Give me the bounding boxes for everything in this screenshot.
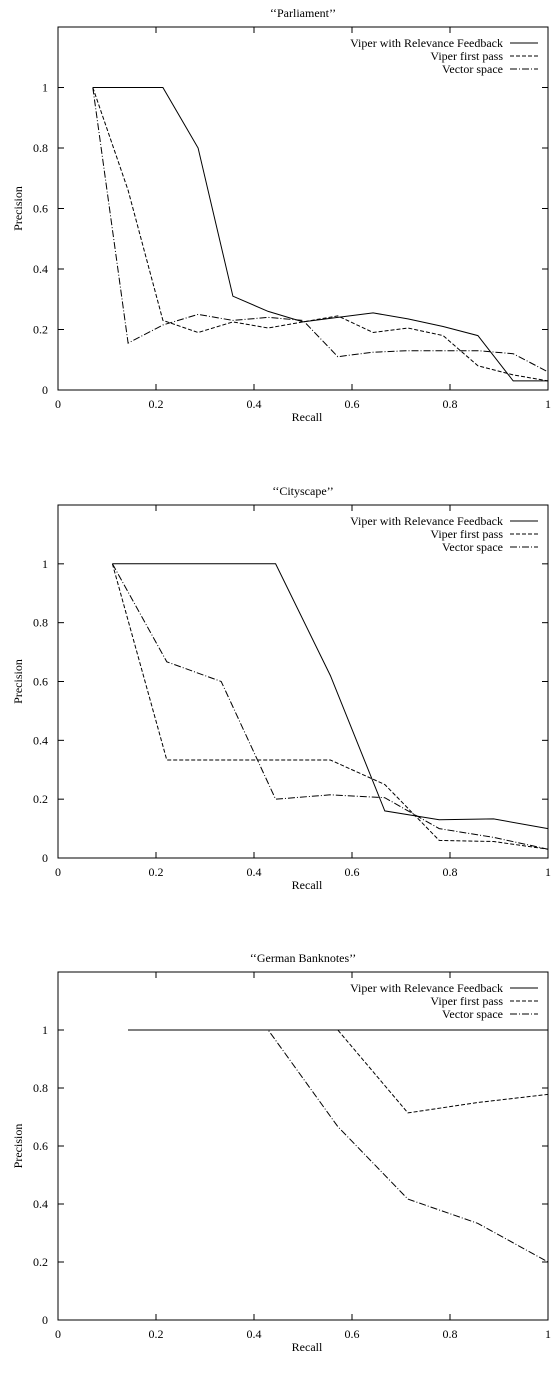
legend-label: Vector space [442,540,503,554]
series-line-dashdot [128,1029,549,1263]
series-line-dashed [111,563,549,850]
y-tick-label: 0 [42,383,48,397]
plot-frame [57,971,549,1321]
x-tick-label: 0.4 [247,865,262,879]
y-tick-label: 0.4 [33,733,48,747]
series-line-dashdot [92,87,549,373]
y-axis-label: Precision [11,186,25,231]
y-tick-label: 0.2 [33,792,48,806]
y-tick-label: 0.8 [33,141,48,155]
series-line-dashed [92,87,549,382]
legend-label: Viper first pass [430,527,503,541]
x-tick-label: 1 [545,397,551,411]
y-tick-label: 1 [42,557,48,571]
y-tick-label: 0.8 [33,616,48,630]
series-line-solid [112,563,549,830]
legend-label: Viper with Relevance Feedback [350,36,503,50]
series-line-dashed [128,1029,549,1114]
x-tick-label: 0.8 [443,1327,458,1341]
y-axis-label: Precision [11,659,25,704]
legend-label: Viper first pass [430,49,503,63]
x-axis-label: Recall [292,1340,323,1354]
plot-frame [57,504,549,859]
legend-label: Vector space [442,62,503,76]
chart-title: ‘‘Parliament’’ [270,6,336,20]
chart-title: ‘‘German Banknotes’’ [250,951,357,965]
y-tick-label: 0.2 [33,323,48,337]
x-tick-label: 0.6 [345,397,360,411]
y-axis-label: Precision [11,1124,25,1169]
y-tick-label: 0.6 [33,675,48,689]
x-tick-label: 1 [545,1327,551,1341]
x-tick-label: 0.6 [345,1327,360,1341]
x-tick-label: 1 [545,865,551,879]
legend-label: Viper first pass [430,994,503,1008]
x-tick-label: 0 [55,865,61,879]
x-tick-label: 0.2 [149,1327,164,1341]
chart-title: ‘‘Cityscape’’ [272,484,334,498]
series-line-solid [92,87,548,382]
x-axis-label: Recall [292,410,323,424]
y-tick-label: 1 [42,1023,48,1037]
x-tick-label: 0.2 [149,865,164,879]
plot-frame [57,26,549,391]
x-tick-label: 0.8 [443,865,458,879]
y-tick-label: 0.4 [33,262,48,276]
x-tick-label: 0.4 [247,1327,262,1341]
x-tick-label: 0 [55,1327,61,1341]
chart-panel-3: ‘‘German Banknotes’’ 0 0.2 0.4 0.6 0.8 1 0 0.2 0.… [11,951,551,1354]
y-tick-label: 0.8 [33,1081,48,1095]
x-tick-label: 0 [55,397,61,411]
legend-label: Viper with Relevance Feedback [350,981,503,995]
y-tick-label: 0 [42,851,48,865]
x-tick-label: 0.2 [149,397,164,411]
x-tick-label: 0.8 [443,397,458,411]
chart-panel-2: ‘‘Cityscape’’ 0 0.2 0.4 0.6 0.8 1 0 0.2 0.4 0.6 0.8… [11,484,551,892]
y-tick-label: 1 [42,81,48,95]
legend-label: Vector space [442,1007,503,1021]
y-tick-label: 0.2 [33,1255,48,1269]
y-tick-label: 0.6 [33,1139,48,1153]
y-tick-label: 0.6 [33,202,48,216]
legend-label: Viper with Relevance Feedback [350,514,503,528]
series-line-dashdot [111,563,549,850]
x-tick-label: 0.4 [247,397,262,411]
y-tick-label: 0.4 [33,1197,48,1211]
chart-panel-1: ‘‘Parliament’’ 0 0.2 0.4 0.6 0.8 1 0 0.2 0.4 0.6 0.… [11,6,551,424]
y-tick-label: 0 [42,1313,48,1327]
x-axis-label: Recall [292,878,323,892]
x-tick-label: 0.6 [345,865,360,879]
